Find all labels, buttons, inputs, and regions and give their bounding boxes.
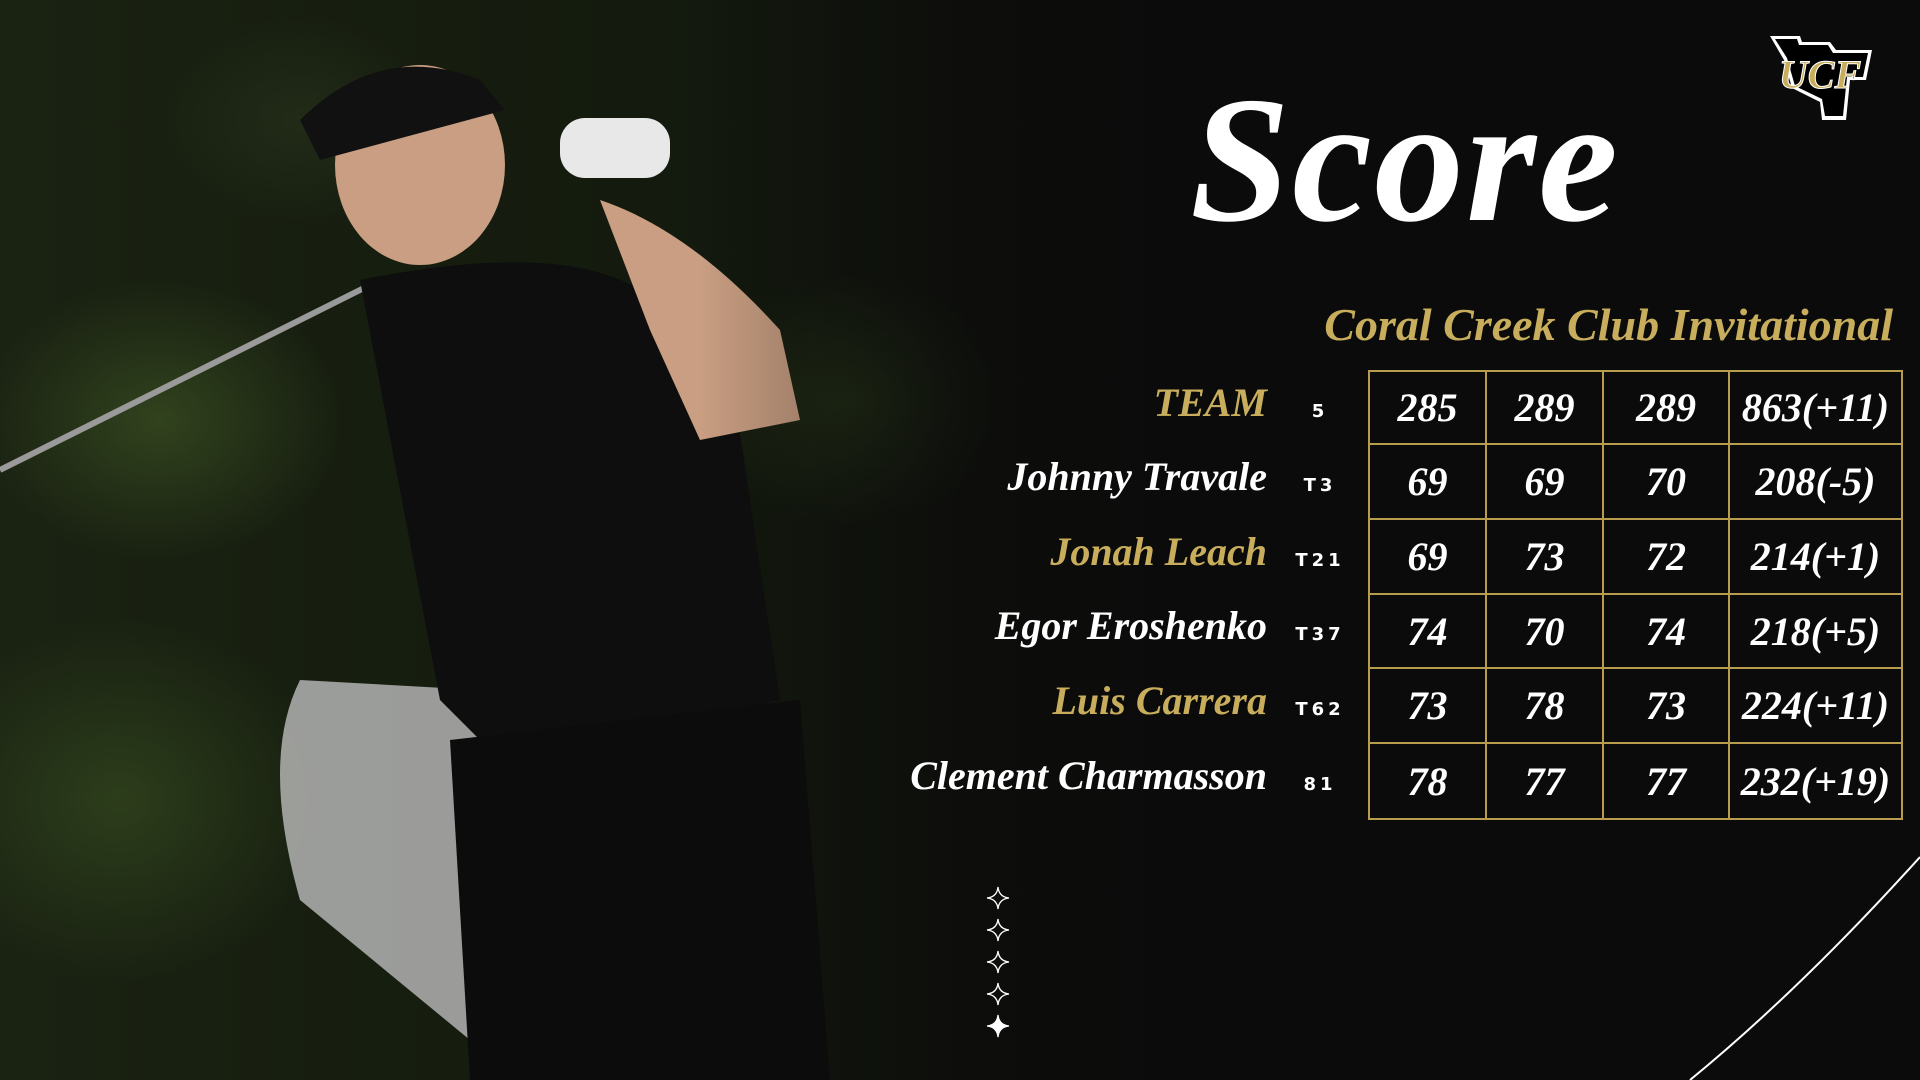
player-rank: 5 (1311, 400, 1329, 422)
table-row: 285 289 289 863(+11) (1368, 370, 1903, 445)
score-table: 285 289 289 863(+11) 69 69 70 208(-5) 69 73 72 214(… (1368, 370, 1903, 820)
player-name: Jonah Leach (1050, 528, 1267, 574)
svg-text:UCF: UCF (1779, 52, 1862, 97)
page-dot-inactive-icon[interactable] (986, 950, 1010, 974)
round-score: 69 (1485, 443, 1604, 520)
table-row: 74 70 74 218(+5) (1368, 593, 1903, 669)
player-rank: 81 (1303, 774, 1337, 795)
round-score: 78 (1368, 742, 1487, 820)
table-row: 69 69 70 208(-5) (1368, 443, 1903, 520)
round-score: 74 (1368, 593, 1487, 669)
player-rank: T3 (1303, 474, 1337, 496)
photo-fade (700, 0, 1300, 1080)
total-score: 232(+19) (1728, 742, 1903, 820)
table-row: 69 73 72 214(+1) (1368, 518, 1903, 595)
player-name: TEAM (1153, 379, 1267, 425)
total-score: 208(-5) (1728, 443, 1903, 520)
page-title: Score (1190, 60, 1620, 259)
player-name: Clement Charmasson (910, 753, 1267, 798)
round-score: 77 (1602, 742, 1730, 820)
round-score: 77 (1485, 742, 1604, 820)
player-name: Luis Carrera (1052, 677, 1268, 723)
round-score: 285 (1368, 370, 1487, 445)
player-name: Johnny Travale (1007, 453, 1267, 499)
round-score: 72 (1602, 518, 1730, 595)
round-score: 70 (1485, 593, 1604, 669)
page-indicator (986, 886, 1010, 1046)
total-score: 224(+11) (1728, 667, 1903, 744)
table-row: 78 77 77 232(+19) (1368, 742, 1903, 820)
round-score: 289 (1602, 370, 1730, 445)
round-score: 289 (1485, 370, 1604, 445)
player-name: Egor Eroshenko (994, 603, 1267, 648)
total-score: 218(+5) (1728, 593, 1903, 669)
ucf-logo: UCF (1770, 36, 1872, 120)
page-dot-inactive-icon[interactable] (986, 918, 1010, 942)
round-score: 70 (1602, 443, 1730, 520)
round-score: 74 (1602, 593, 1730, 669)
round-score: 73 (1485, 518, 1604, 595)
round-score: 78 (1485, 667, 1604, 744)
round-score: 73 (1602, 667, 1730, 744)
total-score: 863(+11) (1728, 370, 1903, 445)
player-rank: T62 (1295, 698, 1345, 720)
player-rank: T37 (1295, 624, 1345, 645)
player-rank: T21 (1295, 549, 1345, 571)
page-dot-inactive-icon[interactable] (986, 982, 1010, 1006)
page-dot-active-icon[interactable] (986, 1014, 1010, 1038)
page-dot-inactive-icon[interactable] (986, 886, 1010, 910)
event-name: Coral Creek Club Invitational (1324, 299, 1893, 350)
table-row: 73 78 73 224(+11) (1368, 667, 1903, 744)
round-score: 69 (1368, 518, 1487, 595)
round-score: 69 (1368, 443, 1487, 520)
total-score: 214(+1) (1728, 518, 1903, 595)
round-score: 73 (1368, 667, 1487, 744)
